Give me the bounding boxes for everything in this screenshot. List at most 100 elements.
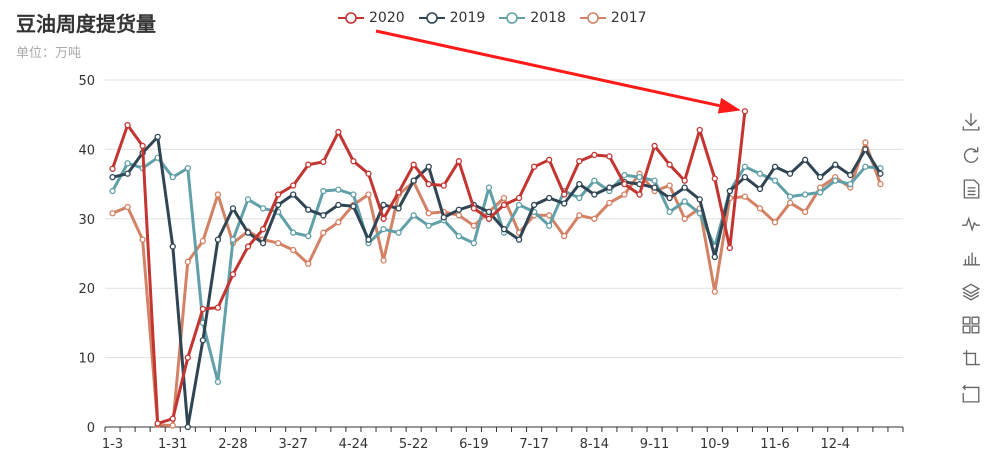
data-point <box>621 191 628 198</box>
data-point <box>726 187 733 195</box>
data-point <box>591 151 598 159</box>
data-point <box>425 163 432 170</box>
zoom-icon-glyph <box>963 350 980 366</box>
data-point <box>786 193 794 200</box>
legend-item-2019[interactable]: 2019 <box>418 10 485 26</box>
data-point <box>199 237 207 245</box>
legend-label: 2020 <box>369 10 405 26</box>
zoom-icon[interactable] <box>958 342 984 376</box>
data-point <box>576 158 583 165</box>
data-point <box>320 212 327 219</box>
y-tick-label: 40 <box>78 143 95 158</box>
data-point <box>485 184 493 191</box>
series-2017 <box>109 139 884 429</box>
data-point <box>741 174 749 181</box>
data-point <box>395 229 402 236</box>
data-point <box>862 146 869 153</box>
data-point <box>606 199 613 206</box>
data-point <box>169 174 176 181</box>
data-point <box>335 201 342 209</box>
arrow-head <box>717 97 741 114</box>
data-point <box>455 232 462 240</box>
data-point <box>771 177 779 184</box>
chart-title: 豆油周度提货量 <box>16 12 156 36</box>
data-point <box>530 163 538 170</box>
data-point <box>395 189 402 196</box>
data-point <box>410 161 417 168</box>
data-point <box>380 215 387 222</box>
data-point <box>771 163 779 170</box>
data-point <box>485 215 493 222</box>
data-point <box>455 158 462 165</box>
x-tick-label: 8-14 <box>580 437 610 452</box>
series-line <box>111 111 747 425</box>
annotation-arrow <box>375 29 741 114</box>
download-icon[interactable] <box>958 104 984 138</box>
data-point <box>365 191 372 198</box>
stack-icon-glyph <box>961 283 981 301</box>
data-point <box>515 236 523 243</box>
data-point <box>756 185 764 193</box>
data-view-icon[interactable] <box>958 172 984 206</box>
data-point <box>546 194 553 202</box>
data-point <box>410 212 417 219</box>
data-point <box>275 201 282 209</box>
data-point <box>711 253 718 261</box>
legend-item-2020[interactable]: 2020 <box>338 10 405 26</box>
data-point <box>500 194 508 202</box>
legend-item-2017[interactable]: 2017 <box>579 10 647 26</box>
data-point <box>109 165 116 172</box>
data-point <box>305 161 312 168</box>
data-point <box>651 142 658 150</box>
data-point <box>109 210 116 217</box>
data-point <box>290 229 297 236</box>
data-point <box>229 236 237 243</box>
zoom-reset-icon-glyph <box>962 384 980 403</box>
series-2019 <box>109 133 884 431</box>
legend-item-2018[interactable]: 2018 <box>499 10 566 26</box>
data-point <box>305 260 312 268</box>
data-view-icon-glyph <box>963 179 980 199</box>
data-point <box>681 215 688 222</box>
data-point <box>380 201 387 209</box>
download-icon-glyph <box>962 113 980 131</box>
data-point <box>184 423 191 431</box>
zoom-reset-icon[interactable] <box>958 376 984 410</box>
legend-symbol-icon <box>499 12 526 24</box>
tiled-icon[interactable] <box>958 308 984 342</box>
data-point <box>801 191 809 198</box>
x-tick-label: 10-9 <box>700 437 730 452</box>
data-point <box>546 222 553 229</box>
data-point <box>259 226 267 233</box>
data-point <box>154 420 161 427</box>
line-chart-icon[interactable] <box>958 206 984 240</box>
data-point <box>214 378 222 386</box>
stack-icon[interactable] <box>958 274 984 308</box>
data-point <box>290 246 297 254</box>
data-point <box>470 205 478 212</box>
data-point <box>561 232 568 240</box>
data-point <box>124 121 131 129</box>
data-point <box>305 232 312 240</box>
data-point <box>124 203 131 211</box>
x-tick-label: 12-4 <box>820 437 850 452</box>
data-point <box>862 139 869 146</box>
refresh-icon[interactable] <box>958 138 984 172</box>
data-point <box>621 171 628 179</box>
series-line <box>112 135 882 429</box>
data-point <box>485 208 493 216</box>
data-point <box>425 222 432 229</box>
data-point <box>199 305 207 313</box>
data-point <box>621 180 628 188</box>
data-point <box>169 422 176 429</box>
data-point <box>771 219 779 226</box>
legend-symbol-icon <box>418 12 445 24</box>
data-point <box>862 163 869 170</box>
bar-chart-icon[interactable] <box>958 240 984 274</box>
data-point <box>229 205 237 212</box>
y-tick-label: 20 <box>78 282 95 297</box>
data-point <box>259 205 267 212</box>
data-point <box>636 191 643 198</box>
data-point <box>365 236 372 243</box>
data-point <box>666 194 673 202</box>
